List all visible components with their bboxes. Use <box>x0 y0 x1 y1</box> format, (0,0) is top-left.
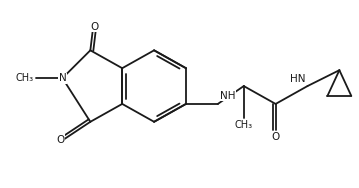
Text: O: O <box>56 135 65 145</box>
Text: CH₃: CH₃ <box>235 120 253 130</box>
Text: HN: HN <box>290 74 306 84</box>
Text: CH₃: CH₃ <box>15 73 34 83</box>
Text: O: O <box>90 21 98 32</box>
Text: N: N <box>59 73 66 83</box>
Text: O: O <box>271 132 280 142</box>
Text: NH: NH <box>220 91 236 101</box>
